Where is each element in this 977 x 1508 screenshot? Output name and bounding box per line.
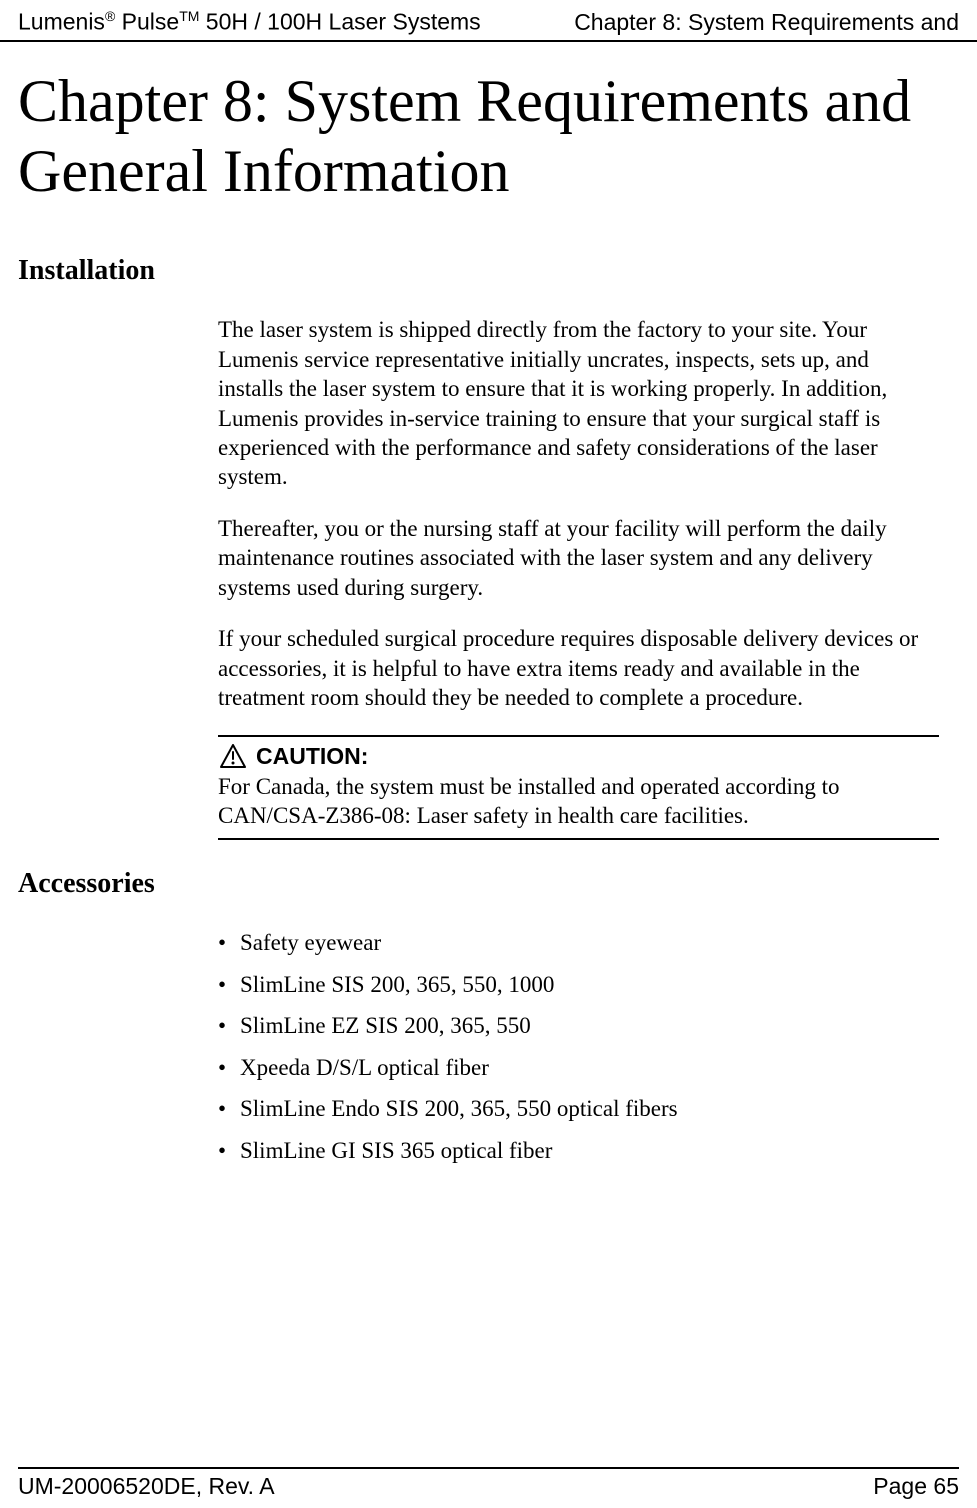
- installation-para-2: Thereafter, you or the nursing staff at …: [218, 514, 939, 602]
- footer-left: UM-20006520DE, Rev. A: [18, 1473, 275, 1500]
- header-brand: Lumenis: [18, 9, 105, 35]
- accessories-body: Safety eyewear SlimLine SIS 200, 365, 55…: [218, 928, 939, 1165]
- page-footer: UM-20006520DE, Rev. A Page 65: [18, 1467, 959, 1500]
- section-heading-installation: Installation: [18, 255, 959, 287]
- caution-label: CAUTION:: [256, 743, 368, 770]
- header-model: 50H / 100H Laser Systems: [199, 9, 480, 35]
- list-item: SlimLine Endo SIS 200, 365, 550 optical …: [218, 1094, 939, 1123]
- list-item: Xpeeda D/S/L optical fiber: [218, 1053, 939, 1082]
- warning-triangle-icon: [220, 744, 246, 768]
- registered-mark: ®: [105, 8, 115, 24]
- trademark-mark: TM: [179, 8, 199, 24]
- caution-text: For Canada, the system must be installed…: [218, 772, 939, 831]
- header-right: Chapter 8: System Requirements and: [574, 9, 959, 36]
- list-item: SlimLine GI SIS 365 optical fiber: [218, 1136, 939, 1165]
- section-heading-accessories: Accessories: [18, 868, 959, 900]
- footer-right: Page 65: [873, 1473, 959, 1500]
- page-content: Chapter 8: System Requirements and Gener…: [0, 42, 977, 1165]
- caution-block: CAUTION: For Canada, the system must be …: [218, 735, 939, 841]
- list-item: SlimLine EZ SIS 200, 365, 550: [218, 1011, 939, 1040]
- installation-para-3: If your scheduled surgical procedure req…: [218, 624, 939, 712]
- installation-para-1: The laser system is shipped directly fro…: [218, 315, 939, 492]
- header-product: Pulse: [115, 9, 179, 35]
- header-left: Lumenis® PulseTM 50H / 100H Laser System…: [18, 8, 481, 36]
- list-item: SlimLine SIS 200, 365, 550, 1000: [218, 970, 939, 999]
- chapter-title: Chapter 8: System Requirements and Gener…: [18, 66, 959, 208]
- installation-body: The laser system is shipped directly fro…: [218, 315, 939, 840]
- list-item: Safety eyewear: [218, 928, 939, 957]
- caution-head: CAUTION:: [220, 743, 939, 770]
- page-header: Lumenis® PulseTM 50H / 100H Laser System…: [0, 0, 977, 42]
- accessories-list: Safety eyewear SlimLine SIS 200, 365, 55…: [218, 928, 939, 1165]
